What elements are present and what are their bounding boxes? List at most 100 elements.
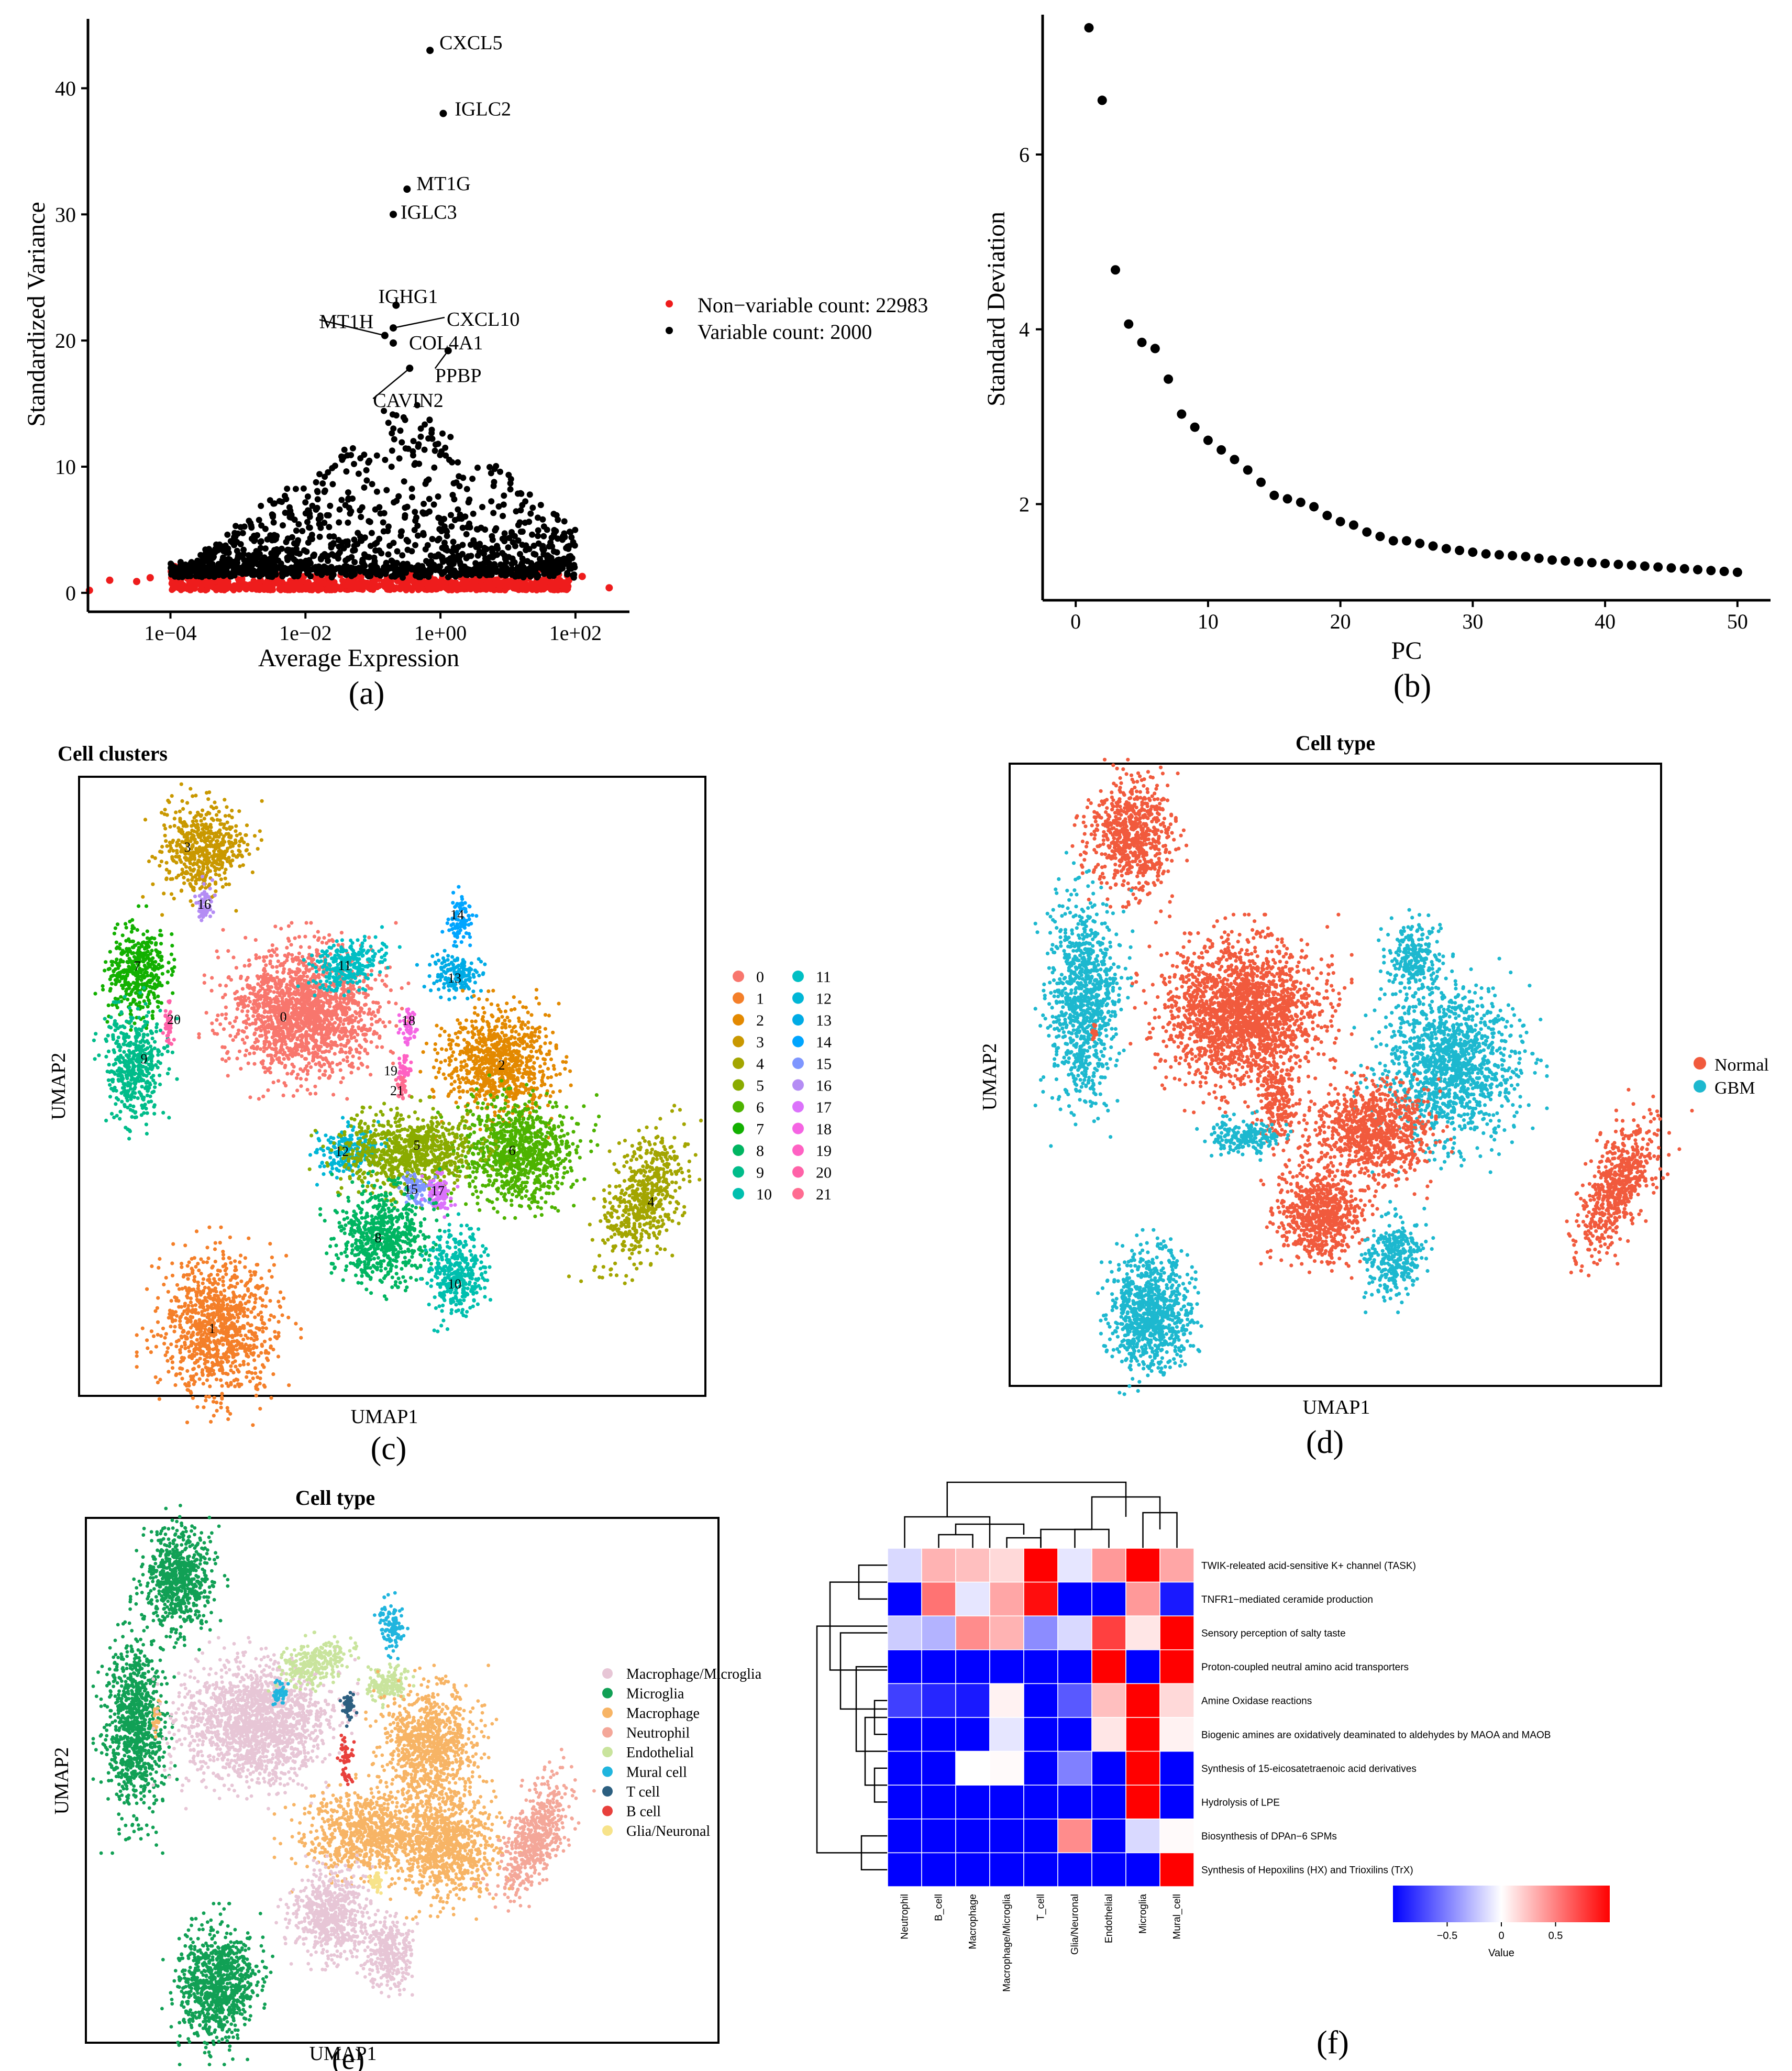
gene-label: MT1G bbox=[416, 173, 470, 195]
pc-point bbox=[1693, 565, 1702, 575]
gene-label: IGLC2 bbox=[455, 98, 511, 120]
heatmap-cell bbox=[1159, 1581, 1194, 1616]
legend-label: Endothelial bbox=[626, 1745, 694, 1761]
legend-swatch bbox=[733, 1166, 744, 1178]
heatmap-cell bbox=[921, 1819, 956, 1854]
pc-point bbox=[1124, 319, 1134, 329]
normal-points bbox=[1129, 912, 1354, 1115]
legend-label: 13 bbox=[816, 1012, 832, 1029]
panel-d-title: Cell type bbox=[1296, 731, 1375, 755]
celltype-endothelial-points bbox=[267, 1631, 361, 1693]
legend-swatch bbox=[792, 1166, 804, 1178]
x-tick-label: 1e+00 bbox=[414, 621, 467, 645]
heatmap-cell bbox=[1023, 1750, 1058, 1786]
column-label: T_cell bbox=[1036, 1894, 1047, 1921]
legend-label: 3 bbox=[756, 1034, 764, 1051]
legend-label: B cell bbox=[626, 1804, 661, 1820]
pc-point bbox=[1613, 559, 1623, 569]
heatmap-cell bbox=[1091, 1750, 1126, 1786]
celltype-neutrophil-points bbox=[472, 1747, 596, 1913]
legend-swatch bbox=[792, 1036, 804, 1048]
legend-swatch bbox=[602, 1825, 613, 1836]
gene-label: PPBP bbox=[435, 365, 482, 387]
column-dendrogram-branch bbox=[1006, 1537, 1042, 1548]
pc-point bbox=[1719, 566, 1729, 576]
panel-a-y-ticks: 0 10 20 30 40 bbox=[55, 76, 88, 605]
x-tick-label: 40 bbox=[1595, 610, 1616, 633]
pc-point bbox=[1335, 516, 1345, 526]
pc-point bbox=[1243, 465, 1253, 475]
celltype-t-cell-points bbox=[338, 1691, 359, 1728]
row-label: Sensory perception of salty taste bbox=[1201, 1628, 1346, 1639]
pc-point bbox=[1111, 265, 1120, 275]
variable-points bbox=[168, 402, 579, 581]
legend-label: Macrophage/Microglia bbox=[626, 1666, 762, 1682]
gene-label: IGHG1 bbox=[378, 286, 438, 308]
cluster-14-points bbox=[440, 885, 479, 948]
y-tick-label: 0 bbox=[65, 581, 76, 605]
heatmap-cell bbox=[1091, 1548, 1126, 1583]
column-dendrogram-branch bbox=[946, 1481, 1127, 1517]
heatmap-cell bbox=[1159, 1784, 1194, 1820]
panel-f-caption: (f) bbox=[1317, 2025, 1349, 2061]
pc-point bbox=[1282, 494, 1292, 504]
panel-f-heatmap-cells bbox=[887, 1548, 1194, 1887]
pc-point bbox=[1084, 23, 1094, 33]
heatmap-cell bbox=[989, 1784, 1024, 1820]
legend-swatch bbox=[733, 971, 744, 982]
cluster-label: 9 bbox=[141, 1051, 148, 1066]
heatmap-cell bbox=[921, 1784, 956, 1820]
panel-b-x-label: PC bbox=[1391, 637, 1422, 665]
cluster-label: 6 bbox=[509, 1143, 516, 1158]
heatmap-cell bbox=[921, 1581, 956, 1616]
legend-swatch bbox=[733, 992, 744, 1004]
heatmap-cell bbox=[1023, 1581, 1058, 1616]
pc-point bbox=[1256, 477, 1266, 487]
panel-e-y-label: UMAP2 bbox=[51, 1747, 73, 1815]
x-tick-label: 50 bbox=[1727, 610, 1748, 633]
heatmap-cell bbox=[1057, 1717, 1092, 1752]
normal-points bbox=[1070, 757, 1189, 919]
legend-label: 14 bbox=[816, 1034, 832, 1051]
pc-point bbox=[1653, 562, 1663, 572]
heatmap-cell bbox=[1057, 1784, 1092, 1820]
cluster-label: 18 bbox=[402, 1013, 415, 1028]
cluster-9-points bbox=[92, 986, 179, 1141]
gene-point bbox=[439, 109, 447, 117]
cluster-label: 13 bbox=[448, 971, 461, 986]
row-label: Proton-coupled neutral amino acid transp… bbox=[1201, 1662, 1409, 1673]
pc-point bbox=[1137, 337, 1147, 347]
x-tick-label: 1e−04 bbox=[144, 621, 196, 645]
heatmap-cell bbox=[1159, 1548, 1194, 1583]
cluster-label: 3 bbox=[184, 840, 191, 855]
celltype-macrophage-microglia-points bbox=[355, 1910, 419, 1999]
heatmap-cell bbox=[989, 1819, 1024, 1854]
row-label: TWIK-releated acid-sensitive K+ channel … bbox=[1201, 1560, 1416, 1571]
column-label: Neutrophil bbox=[900, 1894, 911, 1940]
legend-label: 20 bbox=[816, 1164, 832, 1182]
panel-a-caption: (a) bbox=[349, 676, 385, 711]
legend-label: Macrophage bbox=[626, 1705, 700, 1722]
pc-point bbox=[1164, 374, 1174, 384]
heatmap-cell bbox=[955, 1852, 990, 1887]
pc-point bbox=[1508, 550, 1518, 560]
column-dendrogram-branch bbox=[938, 1534, 974, 1548]
heatmap-cell bbox=[1091, 1581, 1126, 1616]
panel-b-caption: (b) bbox=[1393, 668, 1431, 704]
panel-a-y-label: Standardized Variance bbox=[23, 202, 50, 427]
heatmap-cell bbox=[887, 1819, 922, 1854]
heatmap-cell bbox=[1125, 1548, 1160, 1583]
normal-points bbox=[1565, 1087, 1694, 1277]
heatmap-cell bbox=[887, 1784, 922, 1820]
gene-point bbox=[389, 339, 397, 347]
legend-label: Glia/Neuronal bbox=[626, 1823, 710, 1839]
heatmap-cell bbox=[1023, 1649, 1058, 1684]
panel-c-x-label: UMAP1 bbox=[351, 1406, 418, 1428]
heatmap-cell bbox=[887, 1649, 922, 1684]
cluster-label: 17 bbox=[431, 1183, 445, 1198]
heatmap-cell bbox=[921, 1683, 956, 1718]
legend-label-nonvariable: Non−variable count: 22983 bbox=[698, 293, 928, 317]
y-tick-label: 6 bbox=[1019, 143, 1030, 167]
column-dendrogram-branch bbox=[1040, 1528, 1092, 1548]
